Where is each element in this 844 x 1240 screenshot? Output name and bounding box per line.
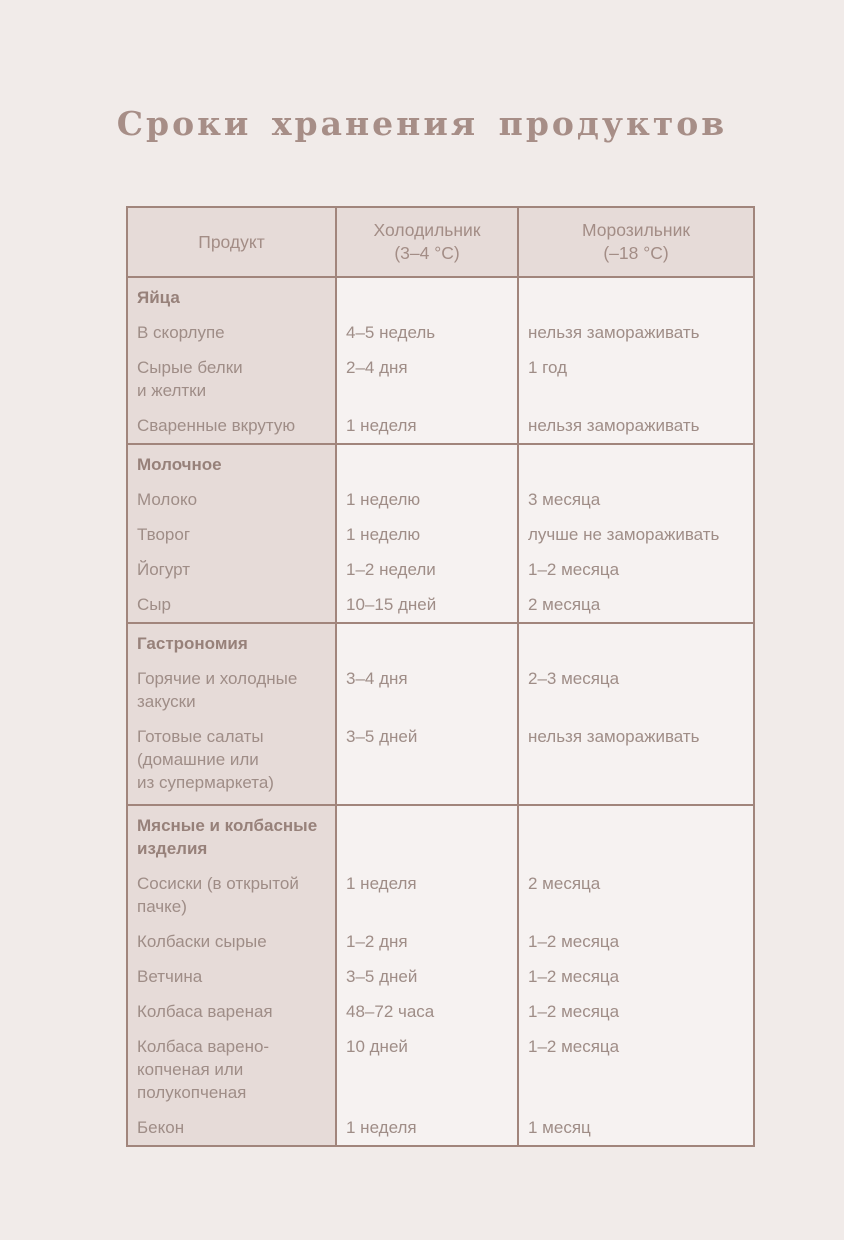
- product-cell: Горячие и холодные закуски: [126, 661, 337, 719]
- fridge-duration-cell: 3–4 дня: [335, 661, 519, 719]
- fridge-duration-cell: 3–5 дней: [335, 719, 519, 805]
- table-row: Творог 1 неделю лучше не замораживать: [126, 517, 755, 552]
- product-cell: Колбаса варено- копченая или полукопчена…: [126, 1029, 337, 1110]
- header-fridge: Холодильник (3–4 °C): [335, 207, 519, 278]
- product-cell: Йогурт: [126, 552, 337, 587]
- fridge-duration-cell: 48–72 часа: [335, 994, 519, 1029]
- fridge-duration-cell: 1–2 недели: [335, 552, 519, 587]
- empty-cell: [517, 622, 755, 661]
- product-cell: Колбаса вареная: [126, 994, 337, 1029]
- fridge-duration-cell: 1 неделю: [335, 517, 519, 552]
- fridge-duration-cell: 1 неделя: [335, 408, 519, 444]
- section-row-dairy: Молочное: [126, 443, 755, 482]
- fridge-duration-cell: 1–2 дня: [335, 924, 519, 959]
- table-row: Сосиски (в открытой пачке) 1 неделя 2 ме…: [126, 866, 755, 924]
- empty-cell: [517, 443, 755, 482]
- section-row-meat: Мясные и колбасные изделия: [126, 804, 755, 866]
- freezer-duration-cell: 1–2 месяца: [517, 959, 755, 994]
- table-row: Колбаса вареная 48–72 часа 1–2 месяца: [126, 994, 755, 1029]
- product-cell: Колбаски сырые: [126, 924, 337, 959]
- section-title: Яйца: [126, 276, 337, 315]
- product-cell: Сыр: [126, 587, 337, 623]
- freezer-duration-cell: 1–2 месяца: [517, 552, 755, 587]
- table-row: Колбаса варено- копченая или полукопчена…: [126, 1029, 755, 1110]
- table-row: В скорлупе 4–5 недель нельзя замораживат…: [126, 315, 755, 350]
- table-row: Сыр 10–15 дней 2 месяца: [126, 587, 755, 623]
- table-row: Сваренные вкрутую 1 неделя нельзя замора…: [126, 408, 755, 444]
- page-title: Сроки хранения продуктов: [116, 104, 728, 143]
- fridge-duration-cell: 10 дней: [335, 1029, 519, 1110]
- table-row: Сырые белки и желтки 2–4 дня 1 год: [126, 350, 755, 408]
- fridge-duration-cell: 1 неделя: [335, 866, 519, 924]
- product-cell: Готовые салаты (домашние или из супермар…: [126, 719, 337, 805]
- table-row: Готовые салаты (домашние или из супермар…: [126, 719, 755, 805]
- empty-cell: [335, 804, 519, 866]
- freezer-duration-cell: 2–3 месяца: [517, 661, 755, 719]
- section-title: Гастрономия: [126, 622, 337, 661]
- table-row: Ветчина 3–5 дней 1–2 месяца: [126, 959, 755, 994]
- product-cell: Сосиски (в открытой пачке): [126, 866, 337, 924]
- empty-cell: [335, 622, 519, 661]
- freezer-duration-cell: 2 месяца: [517, 866, 755, 924]
- table-row: Горячие и холодные закуски 3–4 дня 2–3 м…: [126, 661, 755, 719]
- table-row: Молоко 1 неделю 3 месяца: [126, 482, 755, 517]
- freezer-duration-cell: лучше не замораживать: [517, 517, 755, 552]
- empty-cell: [517, 804, 755, 866]
- freezer-duration-cell: 1 месяц: [517, 1110, 755, 1146]
- freezer-duration-cell: 2 месяца: [517, 587, 755, 623]
- freezer-duration-cell: 1–2 месяца: [517, 1029, 755, 1110]
- product-cell: Творог: [126, 517, 337, 552]
- header-product: Продукт: [126, 207, 337, 278]
- product-cell: Молоко: [126, 482, 337, 517]
- product-cell: Бекон: [126, 1110, 337, 1146]
- table-row: Бекон 1 неделя 1 месяц: [126, 1110, 755, 1146]
- freezer-duration-cell: нельзя замораживать: [517, 408, 755, 444]
- table-header-row: Продукт Холодильник (3–4 °C) Морозильник…: [126, 207, 755, 278]
- fridge-duration-cell: 10–15 дней: [335, 587, 519, 623]
- product-cell: В скорлупе: [126, 315, 337, 350]
- empty-cell: [517, 276, 755, 315]
- section-row-eggs: Яйца: [126, 276, 755, 315]
- fridge-duration-cell: 1 неделя: [335, 1110, 519, 1146]
- freezer-duration-cell: нельзя замораживать: [517, 315, 755, 350]
- product-cell: Сырые белки и желтки: [126, 350, 337, 408]
- product-cell: Сваренные вкрутую: [126, 408, 337, 444]
- table-row: Йогурт 1–2 недели 1–2 месяца: [126, 552, 755, 587]
- fridge-duration-cell: 2–4 дня: [335, 350, 519, 408]
- freezer-duration-cell: 3 месяца: [517, 482, 755, 517]
- section-row-deli: Гастрономия: [126, 622, 755, 661]
- fridge-duration-cell: 4–5 недель: [335, 315, 519, 350]
- section-title: Молочное: [126, 443, 337, 482]
- freezer-duration-cell: 1–2 месяца: [517, 924, 755, 959]
- freezer-duration-cell: нельзя замораживать: [517, 719, 755, 805]
- table-row: Колбаски сырые 1–2 дня 1–2 месяца: [126, 924, 755, 959]
- empty-cell: [335, 443, 519, 482]
- header-freezer: Морозильник (–18 °C): [517, 207, 755, 278]
- storage-table: Продукт Холодильник (3–4 °C) Морозильник…: [126, 206, 755, 1147]
- empty-cell: [335, 276, 519, 315]
- fridge-duration-cell: 3–5 дней: [335, 959, 519, 994]
- freezer-duration-cell: 1 год: [517, 350, 755, 408]
- section-title: Мясные и колбасные изделия: [126, 804, 337, 866]
- freezer-duration-cell: 1–2 месяца: [517, 994, 755, 1029]
- fridge-duration-cell: 1 неделю: [335, 482, 519, 517]
- product-cell: Ветчина: [126, 959, 337, 994]
